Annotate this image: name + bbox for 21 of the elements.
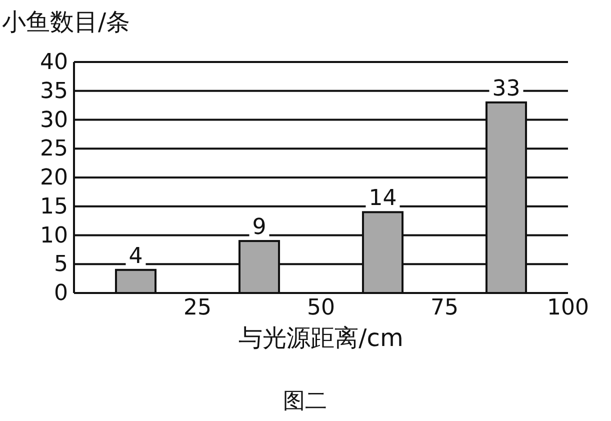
x-axis-title: 与光源距离/cm <box>238 324 404 352</box>
text: 图二 <box>283 389 327 414</box>
bar <box>114 268 157 294</box>
x-tick-label: 75 <box>430 296 458 321</box>
y-tick-label: 10 <box>40 223 68 248</box>
y-tick-label: 0 <box>54 281 68 306</box>
x-tick-label: 50 <box>307 296 335 321</box>
y-tick-label: 35 <box>40 78 68 104</box>
y-tick-label: 20 <box>40 166 68 191</box>
y-tick-label: 5 <box>54 252 68 278</box>
data-label: 9 <box>252 215 266 240</box>
x-tick-label: 100 <box>547 296 589 321</box>
y-tick-label: 15 <box>40 194 68 220</box>
y-tick-label: 30 <box>40 108 68 133</box>
data-label: 4 <box>128 244 143 269</box>
data-label: 14 <box>368 186 397 212</box>
data-label: 33 <box>492 76 520 102</box>
y-tick-label: 25 <box>40 136 68 162</box>
x-tick-label: 25 <box>184 296 212 321</box>
y-tick-label: 40 <box>40 50 68 76</box>
y-axis-title: 小鱼数目/条 <box>2 8 130 36</box>
